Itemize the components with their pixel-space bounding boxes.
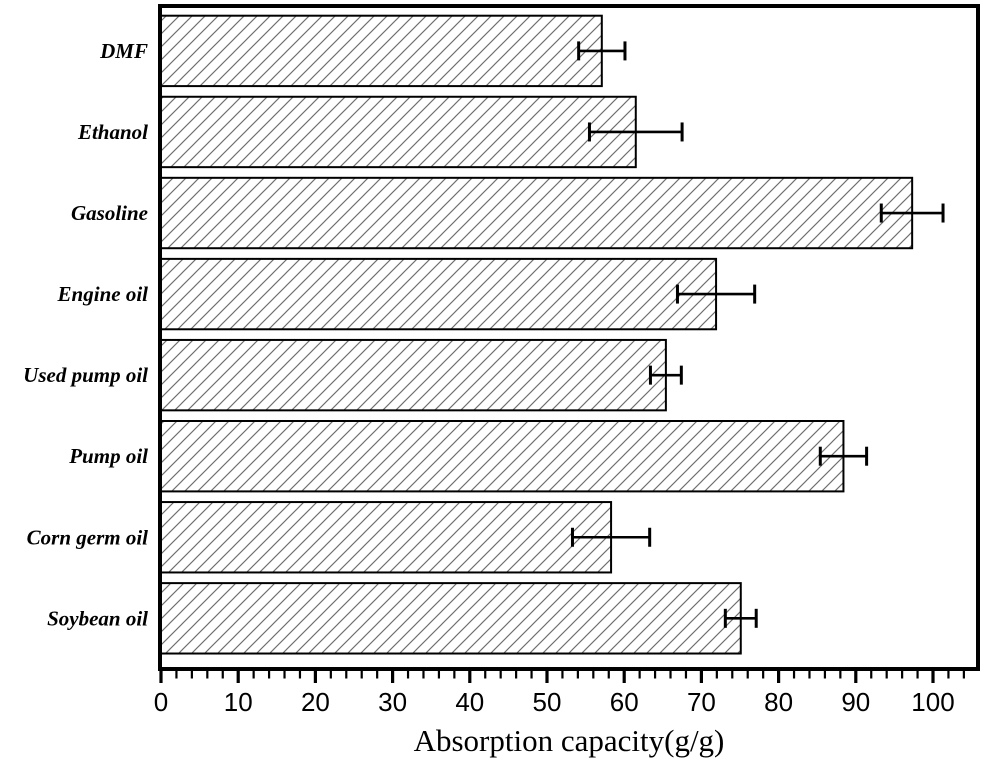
category-label-used-pump-oil: Used pump oil [23,363,148,387]
x-axis-tick-label: 60 [610,687,639,717]
x-axis-tick-label: 50 [533,687,562,717]
bar-ethanol [159,95,637,169]
x-axis-tick-label: 20 [301,687,330,717]
category-label-ethanol: Ethanol [77,120,148,144]
category-label-engine-oil: Engine oil [57,282,149,306]
x-axis-tick-label: 70 [687,687,716,717]
x-axis-tick-label: 30 [378,687,407,717]
category-label-dmf: DMF [99,39,148,63]
category-label-pump-oil: Pump oil [68,444,148,468]
bar-pump-oil [159,420,845,493]
x-axis-tick-label: 100 [911,687,954,717]
plot-frame [158,4,980,671]
bar-used-pump-oil [159,338,667,412]
bar-gasoline [159,176,914,250]
x-axis-tick-label: 40 [455,687,484,717]
x-axis-tick-label: 90 [841,687,870,717]
category-label-gasoline: Gasoline [71,201,148,225]
x-axis-title: Absorption capacity(g/g) [414,723,725,758]
x-axis-tick-label: 0 [154,687,168,717]
axes-layer: DMF Ethanol Gasoline Engine oil Used pump oi… [23,4,980,717]
bar-soybean-oil [159,582,742,655]
x-axis-tick-label: 10 [224,687,253,717]
x-axis-tick-label: 80 [764,687,793,717]
bar-dmf [159,14,603,88]
bar-corn-germ-oil [159,501,613,574]
category-label-corn-germ-oil: Corn germ oil [27,525,149,549]
bars-layer [159,14,945,655]
category-label-soybean-oil: Soybean oil [47,606,148,630]
bar-engine-oil [159,257,718,331]
